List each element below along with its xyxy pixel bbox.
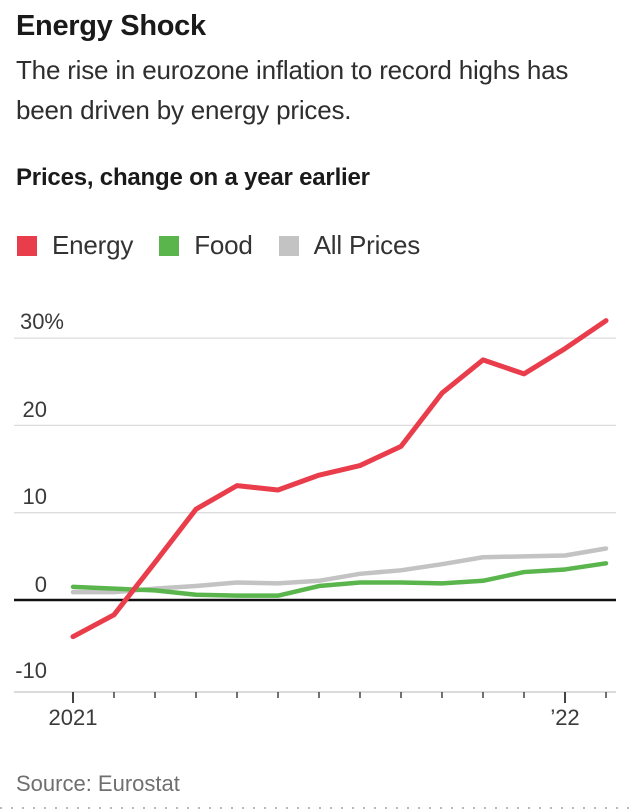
legend-label-all-prices: All Prices bbox=[313, 230, 421, 260]
legend-item-energy: Energy bbox=[17, 230, 133, 261]
legend-label-energy: Energy bbox=[52, 230, 134, 260]
series-lines bbox=[70, 318, 609, 640]
x-axis-label-22: ’22 bbox=[550, 705, 580, 730]
chart-title: Energy Shock bbox=[16, 10, 206, 42]
y-axis-label-minus10: -10 bbox=[15, 658, 47, 683]
food-swatch-icon bbox=[159, 235, 180, 256]
bottom-dotted-divider bbox=[0, 807, 634, 809]
source-note: Source: Eurostat bbox=[16, 771, 180, 796]
energy-swatch-icon bbox=[17, 235, 37, 256]
x-axis-label-2021: 2021 bbox=[48, 705, 98, 730]
y-axis-label-30: 30% bbox=[19, 309, 64, 334]
legend-item-all-prices: All Prices bbox=[278, 230, 421, 261]
gridlines bbox=[14, 337, 616, 514]
x-tick-marks bbox=[72, 692, 607, 703]
all-prices-swatch-icon bbox=[278, 235, 299, 256]
panel-label: Prices, change on a year earlier bbox=[16, 164, 370, 191]
y-axis-label-20: 20 bbox=[22, 397, 47, 422]
legend-label-food: Food bbox=[194, 230, 253, 260]
energy-line bbox=[70, 318, 609, 640]
all-prices-line bbox=[70, 546, 609, 595]
y-axis-label-10: 10 bbox=[22, 484, 47, 509]
chart-subtitle: The rise in eurozone inflation to record… bbox=[16, 55, 569, 125]
legend: Energy Food All Prices bbox=[17, 230, 446, 261]
y-axis-label-0: 0 bbox=[34, 572, 47, 597]
food-line bbox=[70, 561, 609, 598]
legend-item-food: Food bbox=[159, 230, 253, 261]
